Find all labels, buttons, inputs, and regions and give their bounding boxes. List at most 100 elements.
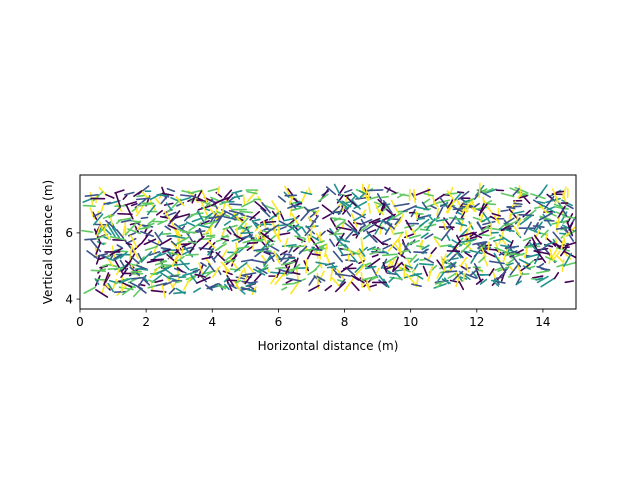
fracture-segment	[331, 277, 340, 287]
fracture-segment	[315, 261, 329, 266]
fracture-segment	[160, 247, 172, 251]
fracture-segment	[124, 191, 135, 196]
fracture-segment	[98, 220, 106, 230]
fracture-segment	[482, 196, 485, 204]
fracture-segment	[130, 270, 142, 273]
fracture-segment	[363, 234, 370, 240]
fracture-segment	[506, 261, 514, 271]
fracture-segment	[476, 221, 484, 233]
fracture-segment	[101, 286, 105, 294]
fracture-segment	[176, 228, 191, 235]
fracture-segment	[494, 276, 503, 280]
fracture-segment	[565, 261, 576, 266]
fracture-segment	[367, 189, 384, 192]
fracture-segment	[438, 196, 448, 208]
fracture-segment	[425, 218, 436, 231]
fracture-segment	[95, 254, 101, 265]
fracture-segment	[133, 190, 143, 198]
fracture-segment	[285, 277, 302, 282]
fracture-segment	[150, 272, 159, 276]
fracture-segment	[423, 257, 435, 264]
fracture-segment	[82, 198, 93, 203]
fracture-segment	[182, 270, 199, 277]
fracture-segment	[236, 245, 250, 250]
fracture-segment	[108, 214, 115, 219]
fracture-segment	[480, 188, 488, 193]
fracture-segment	[114, 189, 125, 194]
fracture-segment	[546, 206, 555, 211]
fracture-segment	[346, 210, 352, 217]
fracture-segment	[115, 268, 121, 276]
fracture-segment	[353, 201, 368, 210]
fracture-segment	[488, 268, 495, 277]
fracture-segment	[221, 208, 236, 217]
fracture-segment	[540, 229, 549, 238]
fracture-segment	[346, 196, 359, 208]
fracture-segment	[295, 226, 302, 233]
fracture-segment	[94, 278, 100, 285]
fracture-segment	[189, 242, 197, 254]
fracture-segment	[343, 277, 354, 292]
fracture-segment	[341, 200, 352, 208]
fracture-segment	[545, 237, 557, 247]
fracture-segment	[315, 230, 326, 241]
fracture-segment	[379, 209, 385, 216]
fracture-segment	[176, 253, 180, 262]
fracture-segment	[170, 240, 178, 247]
fracture-segment	[165, 202, 173, 211]
fracture-segment	[167, 224, 177, 230]
fracture-segment	[90, 239, 102, 253]
fracture-segment	[329, 238, 336, 248]
fracture-segment	[188, 210, 200, 219]
fracture-segment	[136, 264, 148, 271]
fracture-segment	[177, 255, 185, 262]
fracture-segment	[103, 201, 112, 205]
fracture-segment	[155, 268, 167, 275]
fracture-segment	[556, 217, 560, 228]
fracture-segment	[254, 201, 267, 212]
fracture-segment	[464, 235, 478, 241]
fracture-segment	[375, 267, 380, 275]
fracture-segment	[359, 190, 366, 195]
fracture-segment	[185, 221, 196, 227]
fracture-segment	[516, 218, 522, 228]
fracture-segment	[174, 213, 191, 219]
fracture-segment	[278, 226, 287, 231]
fracture-segment	[511, 254, 522, 268]
fracture-segment	[220, 237, 230, 242]
x-tick-label: 14	[535, 315, 550, 329]
fracture-segment	[200, 262, 207, 267]
fracture-segment	[549, 248, 554, 261]
fracture-segment	[260, 229, 263, 240]
fracture-segment	[368, 217, 381, 224]
fracture-segment	[179, 194, 197, 198]
fracture-segment	[459, 256, 468, 267]
fracture-segment	[158, 237, 172, 246]
fracture-segment	[544, 241, 555, 247]
fracture-segment	[533, 250, 550, 255]
fracture-segment	[450, 262, 456, 268]
fracture-segment	[374, 202, 380, 214]
fracture-segment	[469, 231, 477, 238]
fracture-segment	[325, 186, 337, 196]
fracture-segment	[109, 247, 124, 256]
x-tick-label: 0	[76, 315, 84, 329]
fracture-segment	[455, 274, 461, 288]
fracture-segment	[464, 251, 473, 258]
fracture-segment	[382, 261, 388, 273]
fracture-segment	[361, 275, 377, 282]
fracture-segment	[436, 283, 442, 289]
fracture-segment	[200, 265, 211, 277]
fracture-segment	[115, 228, 125, 239]
fracture-segment	[418, 263, 434, 266]
fracture-segment	[379, 223, 383, 235]
fracture-segment	[353, 213, 366, 222]
fracture-segment	[345, 259, 356, 263]
fracture-segment	[411, 283, 422, 287]
fracture-segment	[95, 233, 109, 240]
fracture-segment	[392, 261, 403, 273]
fracture-segment	[251, 239, 264, 243]
fracture-segment	[396, 193, 405, 199]
fracture-segment	[478, 182, 481, 199]
fracture-segment	[248, 281, 258, 284]
